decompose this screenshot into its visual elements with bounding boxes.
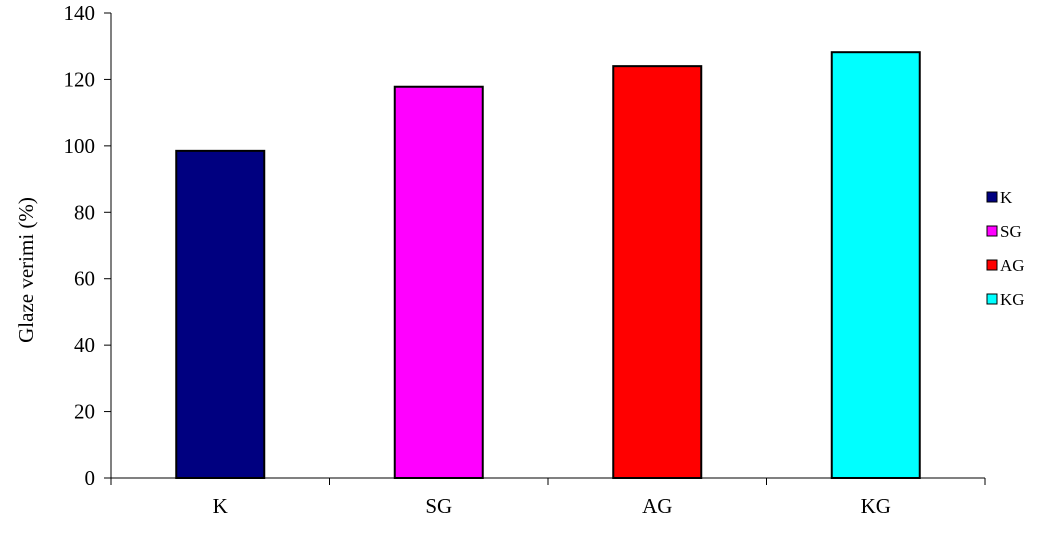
- bar-ag: [612, 65, 703, 480]
- bar-k: [175, 149, 266, 479]
- legend-swatch: [986, 259, 998, 271]
- bars: [175, 51, 921, 480]
- y-tick-label: 60: [74, 267, 95, 291]
- bar-sg: [393, 85, 484, 479]
- x-tick-label: KG: [861, 494, 891, 518]
- legend-swatch: [986, 191, 998, 203]
- legend-label: K: [1000, 188, 1013, 207]
- y-tick-label: 20: [74, 400, 95, 424]
- x-tick-label: AG: [642, 494, 672, 518]
- axes: 0 20 40 60 80 100 120 140 K SG AG KG: [64, 1, 986, 518]
- y-tick-label: 100: [64, 134, 96, 158]
- y-tick-label: 80: [74, 200, 95, 224]
- legend-swatch: [986, 225, 998, 237]
- legend-label: KG: [1000, 290, 1025, 309]
- y-tick-label: 140: [64, 1, 96, 25]
- y-tick-label: 0: [85, 466, 96, 490]
- bar-kg: [830, 51, 921, 479]
- legend: K SG AG KG: [986, 188, 1025, 309]
- x-tick-label: SG: [425, 494, 452, 518]
- legend-swatch: [986, 293, 998, 305]
- x-tick-label: K: [213, 494, 228, 518]
- y-axis-label: Glaze verimi (%): [14, 197, 38, 343]
- y-tick-label: 120: [64, 67, 96, 91]
- legend-label: SG: [1000, 222, 1022, 241]
- legend-label: AG: [1000, 256, 1025, 275]
- y-tick-label: 40: [74, 333, 95, 357]
